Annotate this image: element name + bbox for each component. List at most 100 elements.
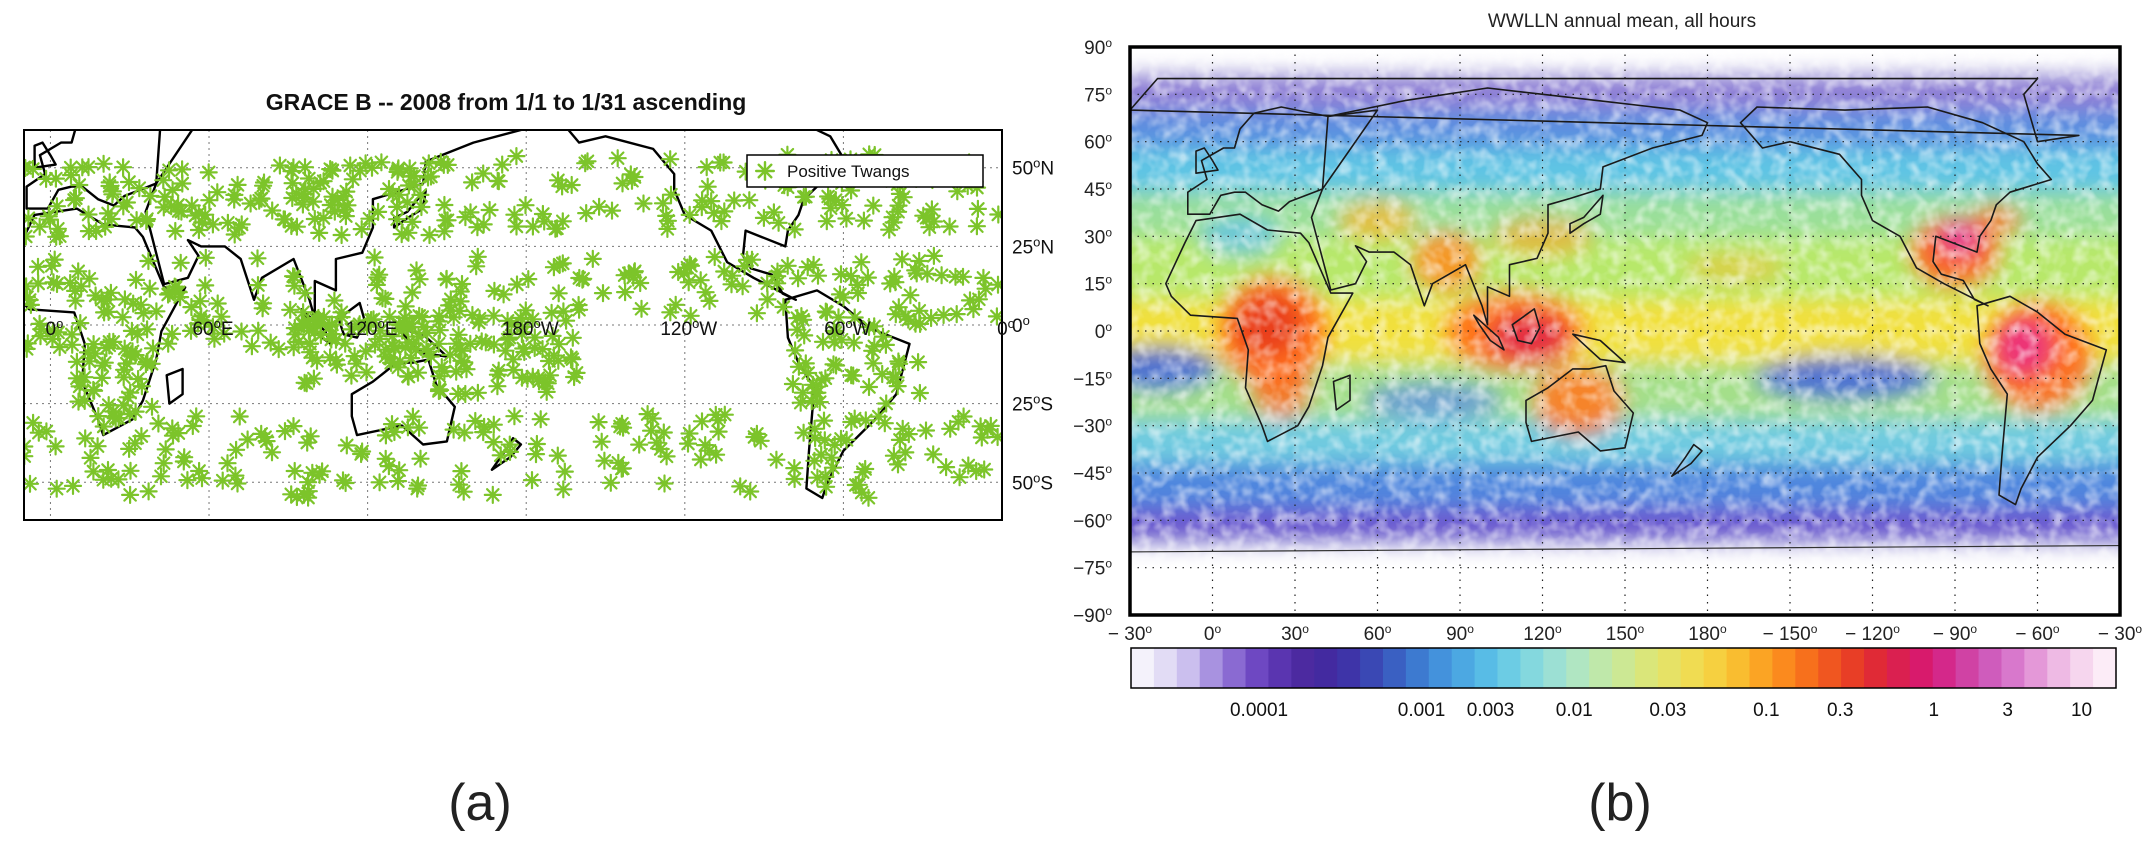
twang-marker [452,462,471,481]
twang-marker [876,335,896,354]
coastline-samerica [1976,295,2108,506]
twang-marker [488,365,507,384]
twang-marker [81,448,100,467]
colorbar-swatch [1222,648,1247,688]
twang-marker [142,397,162,416]
twang-marker [634,194,653,213]
twang-marker [396,297,415,316]
twang-marker [661,303,680,322]
twang-marker [369,202,388,221]
twang-marker [602,201,622,220]
twang-marker [63,476,83,495]
twang-marker [383,185,402,204]
twang-marker [814,411,834,430]
twang-marker [890,184,910,203]
twang-marker [974,268,993,287]
twang-marker [450,301,469,321]
twang-marker [741,482,760,501]
twang-marker [151,467,171,486]
x-tick-label: 60o [1364,622,1392,645]
twang-marker [24,334,37,353]
twang-marker [28,257,48,276]
y-tick-label: −30o [1073,415,1112,438]
twang-marker [564,367,584,387]
twang-marker [298,433,317,452]
twang-marker [859,377,879,397]
colorbar-swatch [2070,648,2094,688]
x-tick-label: 30o [1281,622,1309,645]
twang-marker [936,458,956,477]
coastline-madagascar [1332,374,1351,411]
twang-marker [92,368,112,387]
twang-marker [769,213,788,232]
twang-marker [583,249,602,268]
twang-marker [76,429,95,448]
colorbar-swatch [2024,648,2048,688]
twang-marker [162,197,181,216]
colorbar-swatch [1909,648,1934,688]
twang-marker [230,218,249,237]
twang-marker [241,194,260,213]
twang-marker [924,445,943,464]
colorbar-tick-label: 0.001 [1398,700,1446,721]
twang-marker [352,220,371,239]
twang-marker [299,488,318,507]
twang-marker [232,322,251,341]
twang-marker [601,473,620,492]
twang-marker [401,349,421,368]
twang-marker [696,436,715,455]
twang-marker [421,347,440,366]
twang-marker [848,275,867,294]
twang-marker [691,450,710,469]
twang-marker [163,324,182,343]
colorbar-tick-label: 0.3 [1827,700,1853,721]
twang-marker [844,366,863,385]
twang-marker [132,427,151,446]
twang-marker [691,271,710,290]
twang-marker [337,436,356,455]
twang-marker [103,182,123,201]
twang-marker [285,267,304,286]
twang-marker [299,473,318,492]
twang-marker [24,227,35,246]
y-tick-label: 75o [1084,83,1112,106]
colorbar-swatch [1474,648,1499,688]
twang-marker [24,277,36,296]
x-tick-label: 150o [1606,622,1645,645]
twang-marker [472,332,491,351]
twang-marker [130,179,149,198]
colorbar-tick-label: 0.01 [1556,700,1593,721]
twang-marker [785,220,804,239]
colorbar-swatch [1497,648,1522,688]
twang-marker [555,462,574,481]
twang-marker [139,251,158,271]
twang-marker [953,267,973,286]
twang-marker [376,347,395,366]
colorbar-tick-label: 0.03 [1649,700,1686,721]
twang-marker [516,301,535,320]
coastline-japan [1569,194,1604,234]
twang-marker [901,286,920,305]
twang-marker [248,249,267,268]
twang-marker [142,354,161,373]
colorbar-swatch [1543,648,1567,688]
twang-marker [881,274,900,293]
twang-marker [314,172,333,191]
twang-marker [976,279,995,298]
twang-marker [101,283,121,302]
twang-marker [252,424,271,443]
y-tick-label: −15o [1073,367,1112,390]
twang-marker [281,300,300,319]
twang-marker [320,317,339,336]
twang-marker [360,209,379,228]
twang-marker [700,291,719,310]
twang-marker [523,217,543,236]
panel-b-map: WWLLN annual mean, all hours 90o 75o 60o 45… [1073,11,2142,721]
colorbar-tick-label: 0.0001 [1230,700,1288,721]
twang-marker [654,423,673,442]
twang-marker [804,255,823,274]
twang-marker [924,246,944,265]
twang-marker [47,479,66,498]
twang-marker [751,431,770,450]
twang-marker [864,354,883,373]
